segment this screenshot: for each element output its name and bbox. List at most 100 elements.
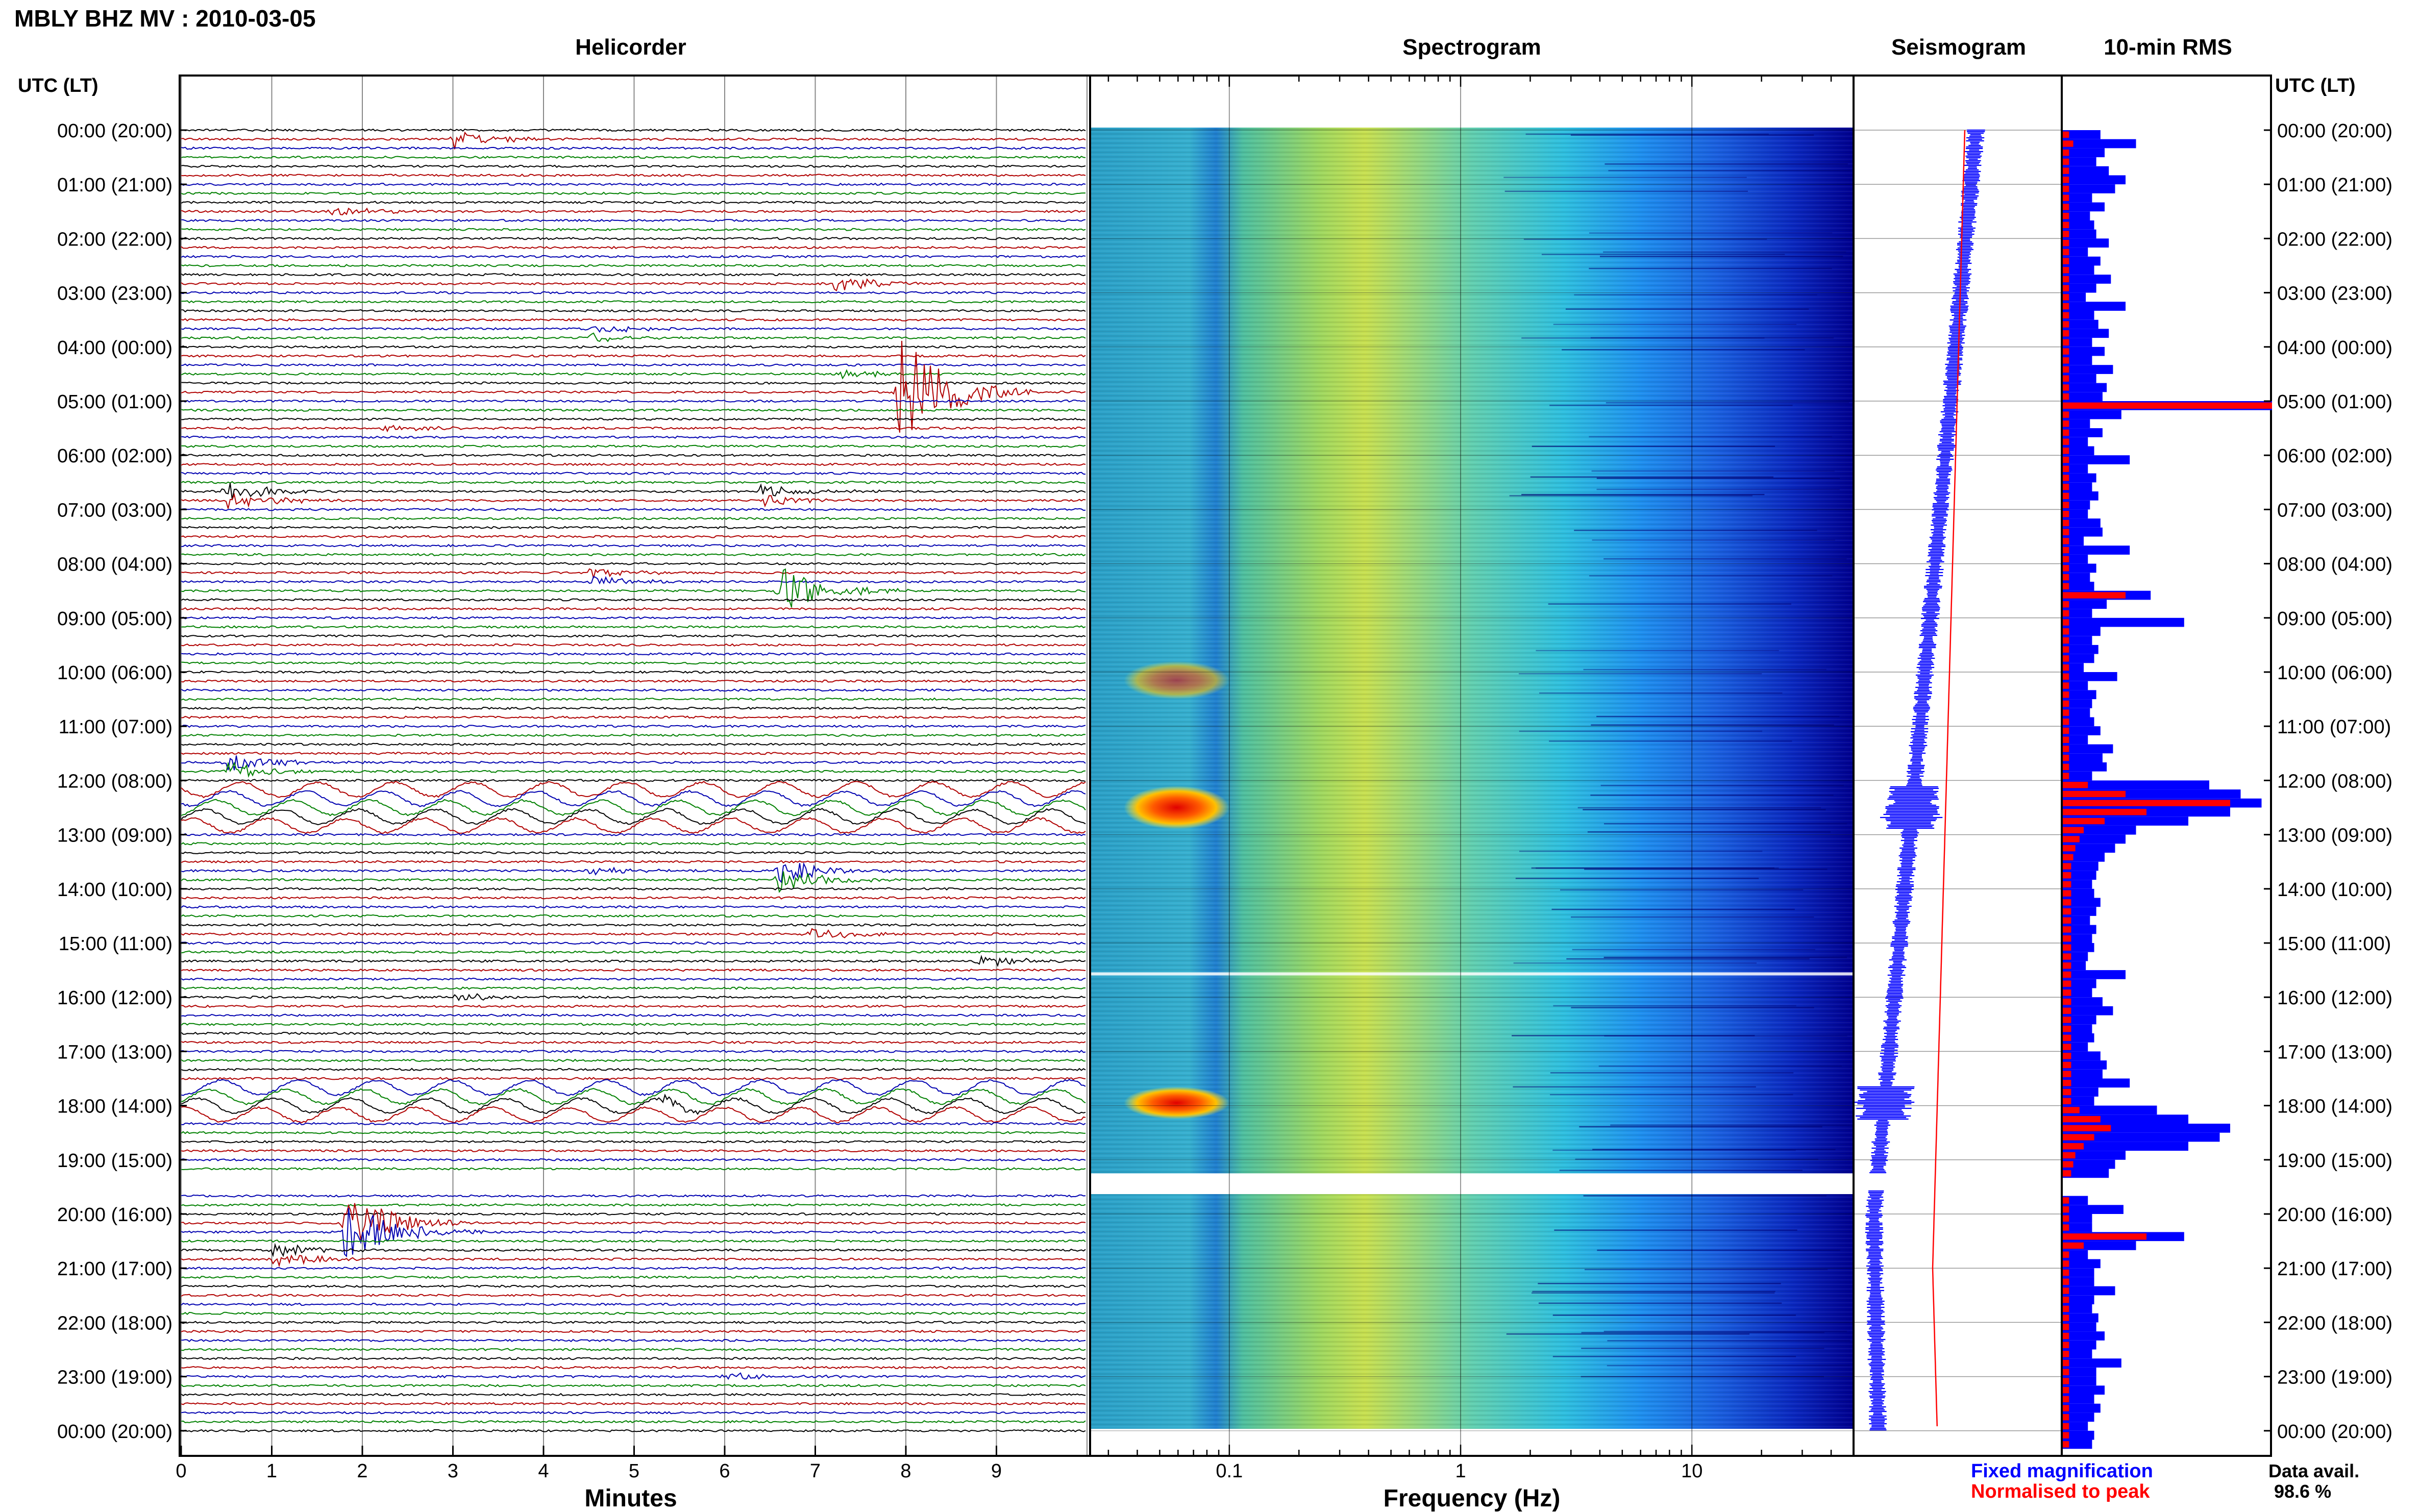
rms-bar-normalised [2063, 989, 2071, 996]
rms-title: 10-min RMS [2104, 35, 2232, 60]
spectrogram-streak [1565, 308, 1809, 310]
spectrogram-streak [1590, 337, 1834, 339]
utc-time-label-right: 22:00 (18:00) [2277, 1312, 2392, 1334]
spectrogram-streak [1553, 1005, 1796, 1007]
rms-bar-normalised [2063, 357, 2069, 364]
left-axis-title: UTC (LT) [18, 75, 98, 96]
spectrogram-streak [1504, 190, 1748, 192]
helicorder-trace [181, 309, 1086, 313]
helicorder-trace [181, 1294, 1086, 1297]
helicorder-trace [181, 1366, 1086, 1370]
helicorder-trace [181, 1302, 1086, 1306]
helicorder-trace [181, 643, 1086, 647]
utc-time-label-left: 20:00 (16:00) [57, 1204, 172, 1226]
rms-bar-normalised [2063, 375, 2069, 382]
spectrogram-streak [1574, 530, 1817, 531]
rms-bar-normalised [2063, 1296, 2069, 1303]
rms-bar-fixed [2063, 175, 2126, 185]
spectrogram-streak [1596, 488, 1840, 490]
rms-bar-fixed [2063, 139, 2136, 148]
spectrogram-streak [1603, 1330, 1847, 1332]
rms-bar-fixed [2063, 1430, 2094, 1440]
spectrogram-streak [1513, 1086, 1756, 1088]
helicorder-trace [181, 1402, 1086, 1406]
seismogram-title: Seismogram [1891, 35, 2026, 60]
helicorder-trace [181, 340, 1086, 433]
helicorder-trace [181, 568, 1086, 579]
rms-bar-normalised [2063, 429, 2069, 436]
spectrogram-streak [1589, 232, 1833, 234]
helicorder-trace [181, 131, 1086, 150]
rms-bar-normalised [2063, 519, 2069, 527]
utc-time-label-right: 11:00 (07:00) [2277, 716, 2391, 738]
rms-bar-fixed [2063, 148, 2105, 158]
spectrogram-streak [1608, 170, 1852, 171]
helicorder-trace [181, 993, 1085, 1002]
helicorder-trace [181, 1372, 1086, 1380]
rms-bar-normalised [2063, 601, 2069, 608]
helicorder-trace [181, 332, 1086, 342]
spectrogram-streak [1519, 850, 1763, 852]
rms-bar-fixed [2063, 1078, 2130, 1088]
minute-tick-label: 2 [357, 1460, 367, 1482]
utc-time-label-right: 06:00 (02:00) [2277, 445, 2392, 467]
spectrogram-streak [1509, 495, 1753, 497]
helicorder-trace [181, 1429, 1086, 1433]
helicorder-trace [181, 715, 1086, 719]
rms-bar-fixed [2063, 1169, 2109, 1178]
minute-tick-label: 1 [266, 1460, 277, 1482]
utc-time-label-left: 12:00 (08:00) [57, 771, 172, 792]
rms-bar-normalised [2063, 158, 2069, 165]
helicorder-trace [181, 977, 1086, 981]
helicorder-trace [181, 462, 1086, 466]
rms-bar-fixed [2063, 1142, 2188, 1151]
rms-bar-fixed [2063, 338, 2092, 347]
rms-bar-fixed [2063, 645, 2099, 654]
rms-bar-normalised [2063, 303, 2069, 310]
rms-bar-fixed [2063, 1223, 2092, 1232]
spectrogram-streak [1587, 831, 1831, 833]
rms-bar-normalised [2063, 339, 2069, 346]
spectrogram-streak [1571, 1007, 1814, 1008]
rms-bar-normalised [2063, 709, 2069, 716]
legend-normalised-to-peak: Normalised to peak [1971, 1481, 2150, 1502]
spectrogram-streak [1531, 867, 1774, 869]
spectrogram-streak [1603, 956, 1847, 958]
spectrogram-streak [1598, 1065, 1842, 1067]
helicorder-trace [181, 607, 1086, 611]
rms-bar-fixed [2063, 1412, 2094, 1422]
helicorder-trace [181, 1420, 1086, 1424]
helicorder-trace [181, 724, 1086, 728]
spectrogram-streak [1532, 1291, 1775, 1293]
rms-bar-normalised [2063, 917, 2071, 924]
spectrogram-streak [1572, 949, 1816, 951]
spectrogram-streak [1590, 795, 1834, 796]
frequency-tick-label: 10 [1681, 1460, 1702, 1482]
spectrogram-streak [1583, 668, 1826, 671]
rms-bar-normalised [2063, 438, 2069, 445]
helicorder-trace [181, 568, 1086, 608]
rms-bar-fixed [2063, 1367, 2096, 1377]
rms-bar-fixed [2063, 672, 2117, 681]
helicorder-trace [181, 444, 1086, 448]
helicorder-panel [179, 75, 1091, 1457]
rms-bar-normalised [2063, 167, 2069, 174]
rms-bar-normalised [2063, 1206, 2069, 1213]
helicorder-trace [181, 1022, 1086, 1026]
spectrogram-streak [1506, 1333, 1750, 1335]
rms-bar-fixed [2063, 527, 2103, 537]
helicorder-trace [181, 1321, 1086, 1324]
rms-bar-normalised [2063, 628, 2069, 635]
helicorder-trace [181, 1077, 1086, 1080]
rms-bar-normalised [2063, 691, 2069, 698]
utc-time-label-right: 05:00 (01:00) [2277, 391, 2392, 413]
rms-bar-normalised [2063, 1423, 2069, 1430]
rms-bar-normalised [2063, 1080, 2071, 1086]
helicorder-trace [181, 862, 1086, 884]
helicorder-trace [181, 1203, 1086, 1241]
rms-bar-fixed [2063, 1349, 2092, 1359]
helicorder-trace [181, 146, 1086, 150]
utc-time-label-right: 14:00 (10:00) [2277, 879, 2392, 901]
rms-bar-fixed [2063, 1376, 2096, 1386]
helicorder-trace [181, 1284, 1086, 1288]
